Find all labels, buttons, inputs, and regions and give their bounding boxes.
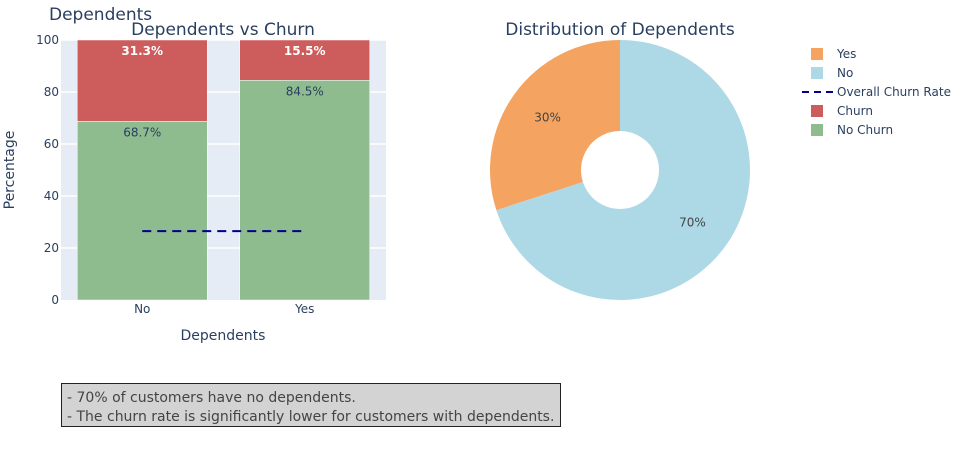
legend-swatch-no: [811, 67, 823, 79]
data-label-no-churn-no: 68.7%: [123, 125, 161, 139]
y-tick-label: 0: [51, 293, 59, 307]
x-tick-label-no: No: [134, 302, 150, 316]
legend-label-no: No: [837, 66, 853, 80]
bar-no-churn-yes: [239, 80, 370, 301]
legend-label-churn: Churn: [837, 104, 873, 118]
data-label-churn-yes: 15.5%: [284, 44, 326, 58]
data-label-no-churn-yes: 84.5%: [286, 84, 324, 98]
y-tick-label: 100: [36, 33, 59, 47]
bar-chart-title: Dependents vs Churn: [131, 20, 315, 40]
legend-label-no-churn: No Churn: [837, 123, 893, 137]
bar-churn-yes: [239, 39, 370, 81]
pie-label-no: 70%: [679, 216, 706, 230]
distribution-of-dependents-chart: Distribution of Dependents 30% 70%: [489, 20, 751, 300]
legend-label-overall-churn-rate: Overall Churn Rate: [837, 85, 951, 99]
legend-swatch-no-churn: [811, 124, 823, 136]
bar-no-churn-no: [77, 121, 208, 301]
bar-chart-x-axis-label: Dependents: [181, 328, 266, 344]
insight-line: - 70% of customers have no dependents.: [67, 390, 356, 406]
page-title: Dependents: [49, 5, 152, 25]
y-tick-label: 20: [44, 241, 59, 255]
pie-label-yes: 30%: [534, 110, 561, 124]
legend-swatch-churn: [811, 105, 823, 117]
legend: Yes No Overall Churn Rate Churn No Churn: [802, 47, 951, 137]
data-label-churn-no: 31.3%: [121, 44, 163, 58]
insight-annotation-box: - 70% of customers have no dependents. -…: [61, 383, 561, 427]
insight-line: - The churn rate is significantly lower …: [67, 408, 555, 425]
legend-label-yes: Yes: [836, 47, 856, 61]
pie-center-hole: [581, 131, 659, 209]
y-tick-label: 60: [44, 137, 59, 151]
legend-swatch-yes: [811, 48, 823, 60]
bar-churn-no: [77, 39, 208, 122]
y-tick-label: 80: [44, 85, 59, 99]
y-tick-label: 40: [44, 189, 59, 203]
x-tick-label-yes: Yes: [294, 302, 314, 316]
dependents-vs-churn-chart: Dependents vs Churn Percentage Dependent…: [2, 20, 386, 344]
bar-chart-y-axis-label: Percentage: [2, 131, 18, 210]
pie-chart-title: Distribution of Dependents: [505, 20, 735, 40]
